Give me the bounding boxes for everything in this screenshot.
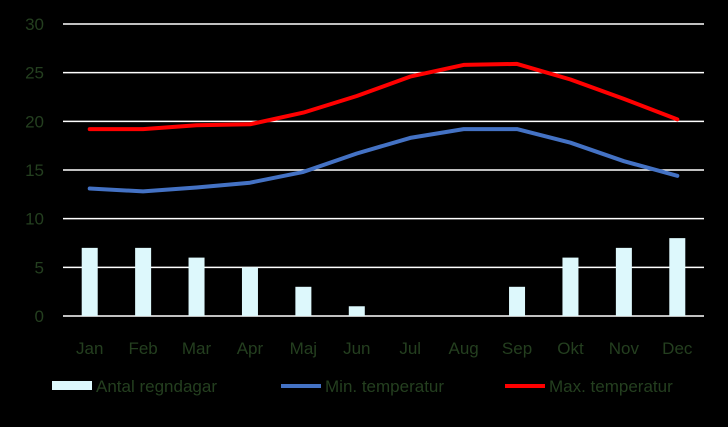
legend: Antal regndagar Min. temperatur Max. tempe… [52, 377, 673, 396]
x-tick-label: Apr [237, 339, 264, 358]
bar-rain-days [241, 267, 258, 316]
bar-rain-days [81, 247, 98, 316]
x-tick-label: Maj [290, 339, 317, 358]
bar-rain-days [295, 286, 312, 316]
x-tick-label: Jul [399, 339, 421, 358]
y-tick-label: 30 [25, 15, 44, 34]
legend-label: Antal regndagar [96, 377, 217, 396]
x-tick-label: Mar [182, 339, 212, 358]
bar-rain-days [188, 257, 205, 316]
x-tick-label: Aug [449, 339, 479, 358]
bar-rain-days [562, 257, 579, 316]
y-tick-label: 5 [35, 258, 44, 277]
x-tick-label: Nov [609, 339, 640, 358]
bar-rain-days [135, 247, 152, 316]
series-line [87, 127, 680, 194]
y-tick-label: 10 [25, 210, 44, 229]
x-tick-label: Feb [128, 339, 157, 358]
y-tick-label: 15 [25, 161, 44, 180]
y-tick-label: 20 [25, 112, 44, 131]
bar-series-rain-days [81, 238, 686, 316]
x-tick-label: Jan [76, 339, 103, 358]
legend-label: Max. temperatur [549, 377, 673, 396]
y-tick-label: 25 [25, 64, 44, 83]
x-tick-label: Dec [662, 339, 693, 358]
series-line [87, 61, 680, 132]
x-tick-label: Jun [343, 339, 370, 358]
x-tick-label: Sep [502, 339, 532, 358]
gridlines [63, 23, 704, 317]
bar-rain-days [348, 306, 365, 316]
x-tick-label: Okt [557, 339, 584, 358]
legend-label: Min. temperatur [325, 377, 444, 396]
y-axis-tick-labels: 0 5 10 15 20 25 30 [25, 15, 44, 326]
bar-rain-days [509, 286, 526, 316]
bar-rain-days [615, 247, 632, 316]
y-tick-label: 0 [35, 307, 44, 326]
bar-rain-days [669, 238, 686, 316]
x-axis-tick-labels: Jan Feb Mar Apr Maj Jun Jul Aug Sep Okt Nov Dec [76, 339, 693, 358]
legend-swatch-bar [52, 381, 92, 390]
line-series [87, 61, 680, 194]
